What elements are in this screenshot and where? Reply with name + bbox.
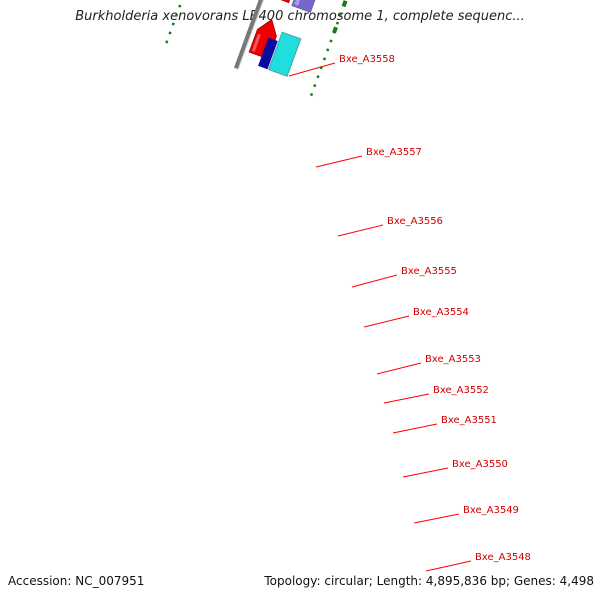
gene-leader-line [315,155,363,168]
topology-text: Topology: circular; Length: 4,895,836 bp… [264,574,594,588]
gene-label: Bxe_A3555 [401,266,457,277]
gene-bar [267,31,302,78]
track-group [165,0,559,97]
gene-leader-line [425,560,472,572]
gene-label: Bxe_A3556 [387,216,443,227]
gene-label: Bxe_A3548 [475,552,531,563]
gene-leader-line [337,224,384,237]
scale-tick [332,26,338,34]
gene-bar [291,0,330,14]
gene-leader-line [383,393,430,404]
gene-leader-line [402,467,449,478]
gene-label: Bxe_A3554 [413,307,469,318]
accession-text: Accession: NC_007951 [8,574,145,588]
gene-bar [258,37,278,70]
map-title: Burkholderia xenovorans LB400 chromosome… [75,9,525,24]
gene-leader-line [376,362,422,375]
gene-leader-line [288,62,336,77]
gene-leader-line [392,423,438,434]
gene-label: Bxe_A3549 [463,505,519,516]
gene-label: Bxe_A3552 [433,385,489,396]
gene-leader-line [363,315,410,328]
gene-label: Bxe_A3551 [441,415,497,426]
gene-label: Bxe_A3558 [339,54,395,65]
gene-label: Bxe_A3557 [366,147,422,158]
gene-highlight [251,33,261,52]
gene-leader-line [351,274,398,288]
gene-label: Bxe_A3550 [452,459,508,470]
gene-label: Bxe_A3553 [425,354,481,365]
gene-arrow [269,0,303,4]
scale-track-right [309,0,559,97]
gene-leader-line [413,513,460,524]
scale-tick [341,0,348,8]
